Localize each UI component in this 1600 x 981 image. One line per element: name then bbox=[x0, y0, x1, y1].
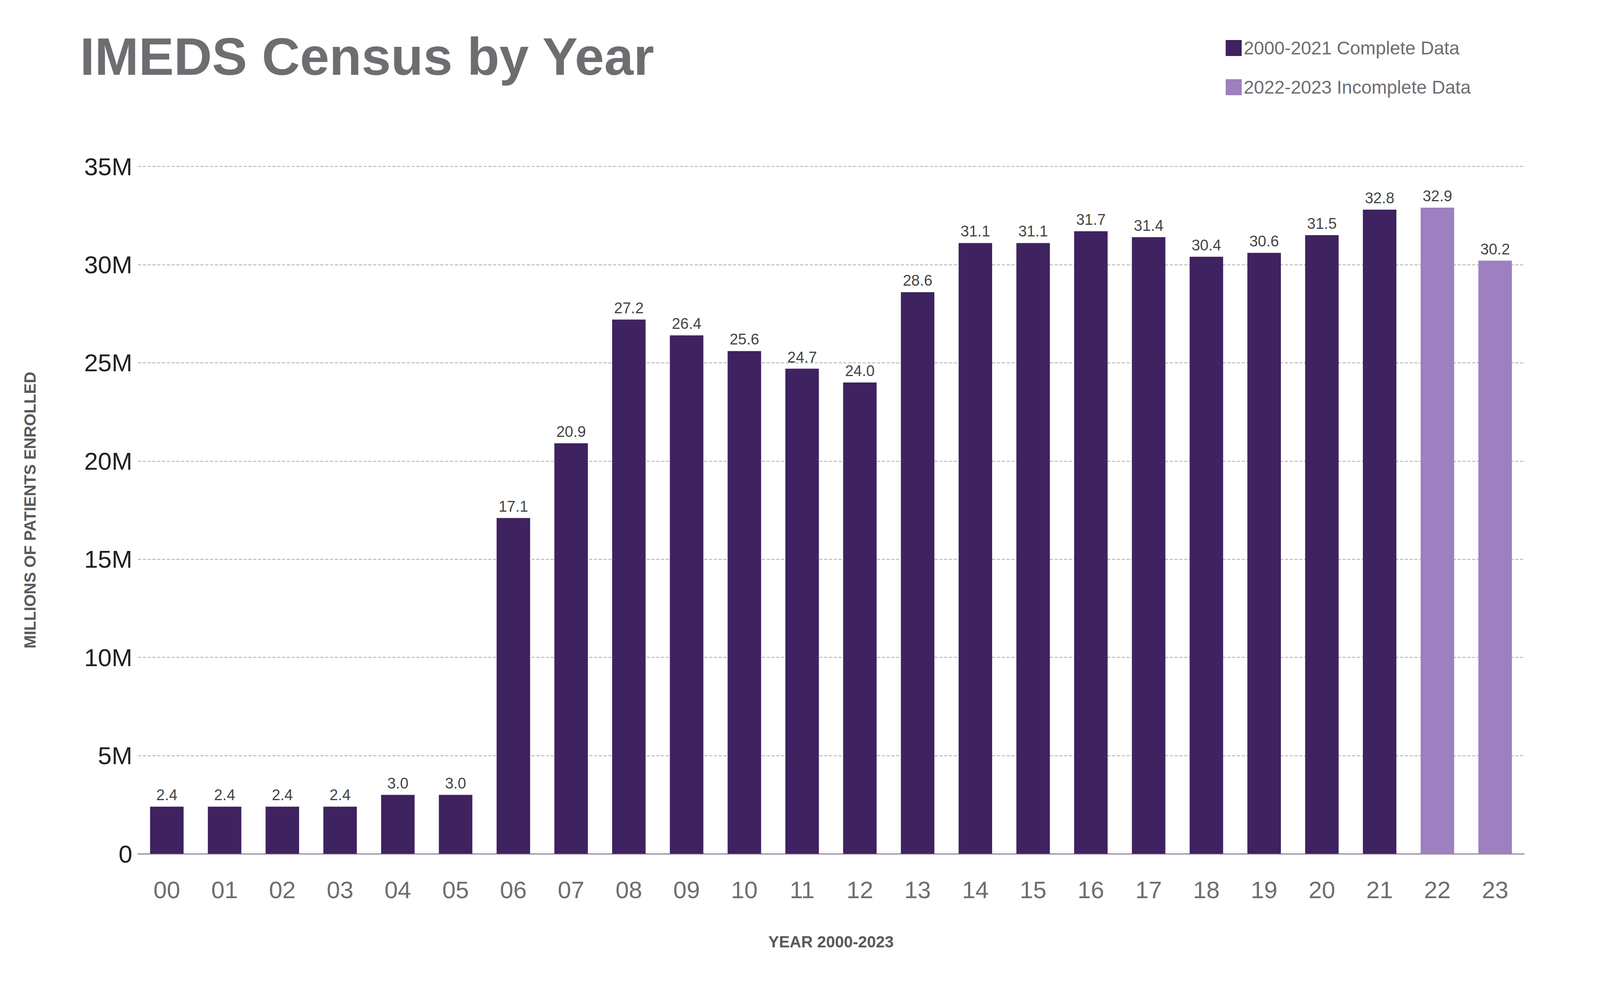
svg-text:3.0: 3.0 bbox=[445, 774, 467, 792]
svg-text:28.6: 28.6 bbox=[902, 271, 933, 289]
svg-text:06: 06 bbox=[499, 876, 527, 903]
svg-text:31.7: 31.7 bbox=[1076, 211, 1106, 228]
svg-text:2.4: 2.4 bbox=[271, 786, 294, 803]
svg-text:25.6: 25.6 bbox=[729, 330, 760, 348]
svg-text:20M: 20M bbox=[83, 447, 133, 475]
svg-text:26.4: 26.4 bbox=[671, 315, 702, 332]
svg-text:14: 14 bbox=[962, 876, 989, 903]
svg-text:20: 20 bbox=[1308, 876, 1336, 903]
svg-text:25M: 25M bbox=[83, 348, 133, 377]
svg-text:09: 09 bbox=[673, 876, 701, 903]
svg-text:08: 08 bbox=[615, 876, 643, 903]
svg-text:04: 04 bbox=[384, 876, 412, 903]
svg-text:21: 21 bbox=[1366, 876, 1394, 903]
svg-text:2000-2021 Complete Data: 2000-2021 Complete Data bbox=[1243, 37, 1460, 59]
svg-text:05: 05 bbox=[442, 876, 470, 903]
svg-text:30.4: 30.4 bbox=[1191, 236, 1222, 254]
svg-text:15: 15 bbox=[1019, 876, 1047, 903]
svg-text:15M: 15M bbox=[83, 545, 133, 573]
svg-text:YEAR 2000-2023: YEAR 2000-2023 bbox=[768, 932, 894, 951]
svg-text:30.6: 30.6 bbox=[1249, 232, 1279, 250]
svg-text:30M: 30M bbox=[83, 250, 133, 279]
svg-text:32.9: 32.9 bbox=[1422, 187, 1453, 205]
svg-text:2022-2023 Incomplete Data: 2022-2023 Incomplete Data bbox=[1243, 76, 1471, 98]
svg-text:03: 03 bbox=[326, 876, 354, 903]
svg-text:31.5: 31.5 bbox=[1307, 215, 1337, 232]
svg-text:IMEDS Census by Year: IMEDS Census by Year bbox=[79, 27, 655, 86]
svg-text:13: 13 bbox=[904, 876, 931, 903]
svg-text:0: 0 bbox=[118, 839, 133, 868]
svg-text:31.4: 31.4 bbox=[1133, 217, 1164, 234]
svg-text:23: 23 bbox=[1481, 876, 1509, 903]
svg-text:10: 10 bbox=[731, 876, 758, 903]
svg-text:27.2: 27.2 bbox=[614, 299, 644, 317]
svg-text:12: 12 bbox=[846, 876, 874, 903]
svg-text:2.4: 2.4 bbox=[329, 786, 351, 803]
svg-text:17.1: 17.1 bbox=[498, 497, 529, 515]
svg-text:00: 00 bbox=[153, 876, 181, 903]
svg-text:2.4: 2.4 bbox=[156, 786, 178, 803]
svg-text:02: 02 bbox=[269, 876, 296, 903]
svg-text:31.1: 31.1 bbox=[1018, 222, 1048, 240]
svg-text:5M: 5M bbox=[97, 741, 133, 770]
svg-text:19: 19 bbox=[1250, 876, 1278, 903]
svg-text:17: 17 bbox=[1135, 876, 1163, 903]
svg-text:35M: 35M bbox=[83, 152, 133, 181]
svg-text:30.2: 30.2 bbox=[1480, 240, 1511, 258]
svg-text:MILLIONS OF PATIENTS ENROLLED: MILLIONS OF PATIENTS ENROLLED bbox=[21, 371, 39, 649]
svg-text:3.0: 3.0 bbox=[387, 774, 409, 792]
svg-text:20.9: 20.9 bbox=[556, 423, 586, 440]
svg-text:16: 16 bbox=[1077, 876, 1105, 903]
svg-text:10M: 10M bbox=[83, 643, 133, 672]
svg-text:11: 11 bbox=[789, 876, 815, 903]
svg-text:01: 01 bbox=[211, 876, 238, 903]
svg-text:2.4: 2.4 bbox=[213, 786, 236, 803]
svg-text:22: 22 bbox=[1424, 876, 1451, 903]
svg-text:32.8: 32.8 bbox=[1364, 189, 1395, 207]
svg-text:31.1: 31.1 bbox=[960, 222, 991, 240]
svg-text:24.7: 24.7 bbox=[787, 348, 817, 366]
svg-text:07: 07 bbox=[557, 876, 585, 903]
svg-text:24.0: 24.0 bbox=[844, 362, 875, 380]
svg-text:18: 18 bbox=[1192, 876, 1220, 903]
